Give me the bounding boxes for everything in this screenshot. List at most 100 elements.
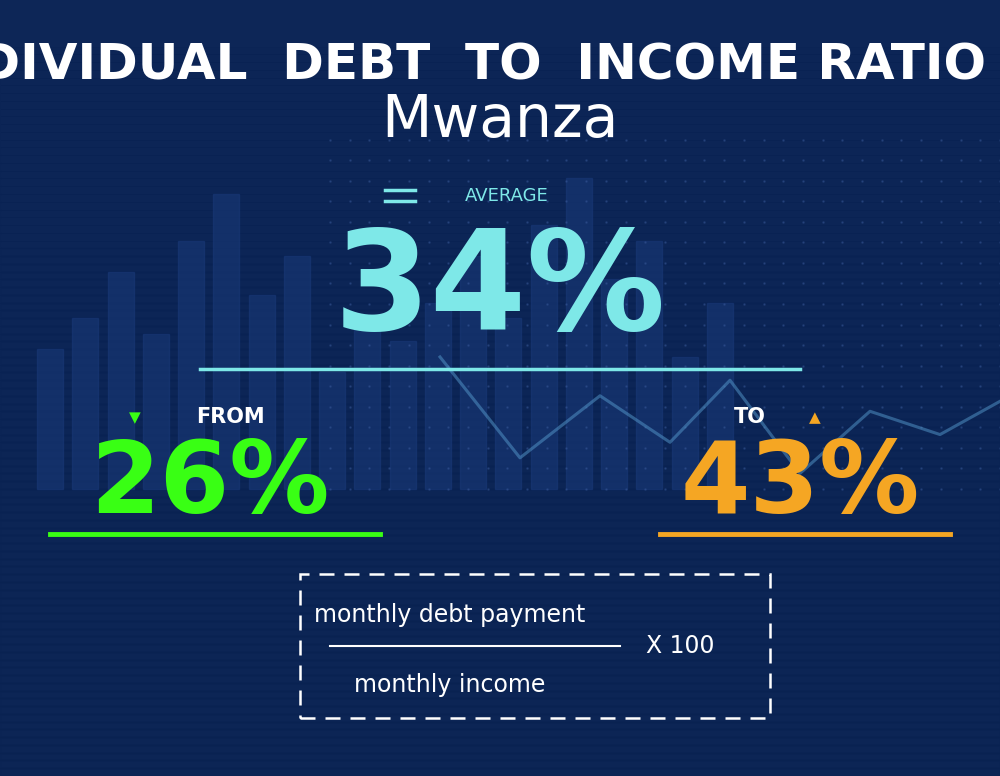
- Bar: [601, 279, 627, 489]
- Bar: [0, 629, 1000, 636]
- Bar: [0, 155, 1000, 163]
- Bar: [0, 31, 1000, 39]
- Text: TO: TO: [734, 407, 766, 428]
- Text: ▼: ▼: [129, 410, 141, 425]
- Bar: [0, 706, 1000, 714]
- Bar: [0, 116, 1000, 124]
- Bar: [0, 217, 1000, 225]
- Bar: [0, 295, 1000, 303]
- Bar: [0, 753, 1000, 760]
- Bar: [0, 427, 1000, 435]
- Bar: [0, 512, 1000, 520]
- Bar: [0, 272, 1000, 279]
- Bar: [0, 528, 1000, 535]
- Bar: [0, 8, 1000, 16]
- Text: AVERAGE: AVERAGE: [465, 186, 549, 205]
- Bar: [0, 404, 1000, 411]
- Bar: [0, 605, 1000, 613]
- Bar: [0, 598, 1000, 605]
- Bar: [0, 745, 1000, 753]
- Text: 43%: 43%: [680, 436, 920, 534]
- Bar: [0, 171, 1000, 178]
- Text: 34%: 34%: [334, 223, 666, 359]
- Bar: [143, 334, 169, 489]
- Bar: [0, 559, 1000, 566]
- Bar: [0, 520, 1000, 528]
- Bar: [0, 186, 1000, 194]
- Bar: [0, 535, 1000, 543]
- Bar: [0, 70, 1000, 78]
- Bar: [0, 497, 1000, 504]
- Bar: [72, 318, 98, 489]
- Bar: [707, 303, 733, 489]
- Bar: [0, 660, 1000, 667]
- Bar: [531, 225, 557, 489]
- Bar: [0, 47, 1000, 54]
- Bar: [0, 78, 1000, 85]
- Bar: [0, 334, 1000, 341]
- Bar: [0, 613, 1000, 621]
- Bar: [0, 489, 1000, 497]
- Bar: [0, 279, 1000, 287]
- Bar: [0, 621, 1000, 629]
- Bar: [0, 132, 1000, 140]
- Bar: [284, 256, 310, 489]
- Bar: [495, 318, 521, 489]
- Bar: [0, 39, 1000, 47]
- Bar: [0, 264, 1000, 272]
- Bar: [0, 729, 1000, 737]
- Bar: [0, 683, 1000, 691]
- Text: monthly income: monthly income: [354, 674, 546, 697]
- Bar: [0, 303, 1000, 310]
- Bar: [0, 202, 1000, 210]
- Bar: [0, 256, 1000, 264]
- Bar: [0, 396, 1000, 404]
- Text: ▲: ▲: [809, 410, 821, 425]
- Bar: [0, 23, 1000, 31]
- Bar: [0, 62, 1000, 70]
- Text: 26%: 26%: [90, 436, 330, 534]
- Bar: [0, 372, 1000, 380]
- Bar: [0, 178, 1000, 186]
- Bar: [0, 636, 1000, 644]
- Bar: [0, 101, 1000, 109]
- Bar: [0, 760, 1000, 768]
- Bar: [0, 504, 1000, 512]
- Bar: [0, 590, 1000, 598]
- Bar: [0, 411, 1000, 419]
- Bar: [0, 326, 1000, 334]
- Bar: [0, 341, 1000, 349]
- Bar: [0, 574, 1000, 582]
- Bar: [0, 466, 1000, 473]
- Text: X 100: X 100: [646, 635, 714, 658]
- Bar: [672, 357, 698, 489]
- Bar: [354, 318, 380, 489]
- Bar: [0, 737, 1000, 745]
- Bar: [0, 582, 1000, 590]
- Bar: [0, 241, 1000, 248]
- Bar: [0, 543, 1000, 551]
- Text: INDIVIDUAL  DEBT  TO  INCOME RATIO  IN: INDIVIDUAL DEBT TO INCOME RATIO IN: [0, 42, 1000, 90]
- Bar: [390, 341, 416, 489]
- Bar: [0, 450, 1000, 458]
- Bar: [0, 93, 1000, 101]
- Bar: [0, 435, 1000, 442]
- Bar: [636, 241, 662, 489]
- Bar: [0, 442, 1000, 450]
- Bar: [0, 194, 1000, 202]
- Bar: [0, 714, 1000, 722]
- Bar: [0, 147, 1000, 155]
- Bar: [0, 551, 1000, 559]
- Bar: [0, 380, 1000, 388]
- Bar: [0, 248, 1000, 256]
- Bar: [37, 349, 63, 489]
- Bar: [249, 295, 275, 489]
- Bar: [0, 210, 1000, 217]
- Bar: [0, 698, 1000, 706]
- Bar: [0, 365, 1000, 372]
- Bar: [0, 357, 1000, 365]
- Bar: [0, 652, 1000, 660]
- Text: monthly debt payment: monthly debt payment: [314, 604, 586, 627]
- Bar: [460, 256, 486, 489]
- Bar: [0, 233, 1000, 241]
